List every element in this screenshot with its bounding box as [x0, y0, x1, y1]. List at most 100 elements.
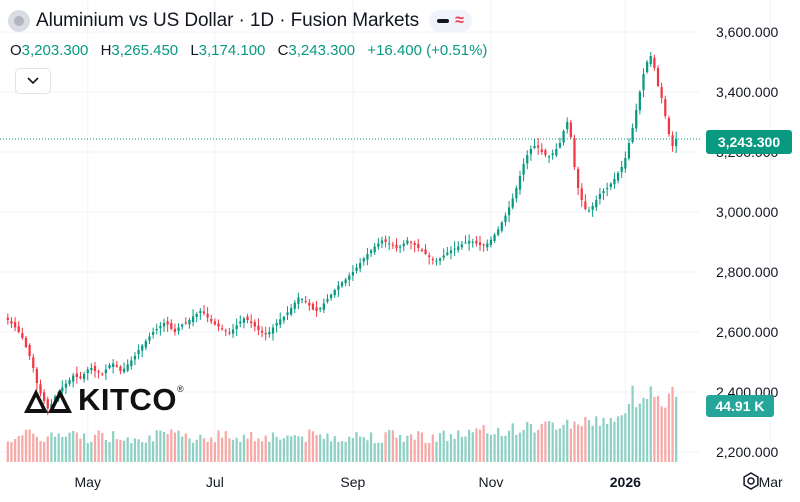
candle-body — [268, 332, 271, 335]
candle-body — [598, 194, 602, 199]
candle-body — [122, 368, 126, 372]
candle-body — [595, 200, 598, 208]
candle-body — [493, 234, 496, 242]
volume-bar — [602, 417, 605, 462]
candle-body — [224, 330, 227, 332]
candle-body — [308, 302, 311, 306]
volume-bar — [522, 429, 525, 462]
collapse-legend-button[interactable] — [15, 68, 51, 94]
volume-bar — [420, 432, 424, 462]
volume-bar — [667, 393, 671, 462]
candle-body — [322, 303, 325, 310]
candle-body — [664, 99, 667, 116]
candle-body — [75, 373, 78, 377]
candle-body — [257, 325, 260, 331]
candle-body — [482, 244, 485, 246]
candle-body — [199, 311, 202, 313]
candle-body — [144, 341, 147, 348]
volume-bar — [61, 436, 64, 462]
registered-mark: ® — [176, 384, 184, 394]
volume-bar — [540, 423, 543, 462]
volume-bar — [17, 436, 20, 462]
volume-bar — [642, 397, 645, 462]
candle-body — [17, 326, 20, 332]
x-axis: May Jul Sep Nov 2026 Mar — [75, 474, 784, 490]
candle-body — [373, 246, 376, 253]
candle-body — [108, 365, 111, 369]
candle-body — [406, 240, 409, 244]
volume-bar — [533, 432, 536, 462]
volume-bar — [511, 423, 514, 462]
volume-bar — [638, 403, 641, 462]
volume-bar — [547, 420, 551, 462]
volume-bar — [359, 436, 362, 462]
high-label: H — [100, 42, 112, 59]
candle-body — [460, 244, 463, 248]
kitco-logo-icon — [24, 389, 72, 413]
volume-bar — [68, 432, 71, 462]
volume-bars — [6, 385, 678, 462]
chart-title: Aluminium vs US Dollar · 1D · Fusion Mar… — [36, 10, 420, 31]
volume-bar — [598, 425, 602, 462]
volume-bar — [566, 419, 569, 462]
candle-body — [246, 316, 249, 320]
symbol-icon[interactable] — [8, 10, 30, 32]
volume-bar — [246, 438, 249, 462]
volume-bar — [500, 435, 503, 462]
candle-body — [675, 139, 678, 147]
candle-body — [148, 336, 151, 341]
candle-body — [359, 263, 362, 269]
gear-icon — [743, 472, 759, 490]
dash-icon[interactable] — [437, 19, 450, 23]
candle-body — [250, 321, 253, 323]
close-value: 3,243.300 — [288, 42, 356, 59]
candle-body — [300, 299, 304, 300]
volume-bar — [202, 438, 206, 462]
volume-bar — [457, 430, 460, 462]
volume-bar — [489, 434, 493, 462]
candle-body — [115, 364, 118, 367]
indicator-toggle-pill[interactable]: ≈ — [429, 10, 472, 32]
volume-bar — [424, 442, 427, 462]
volume-bar — [72, 430, 75, 462]
volume-bar — [79, 438, 82, 462]
candle-body — [420, 249, 424, 251]
candle-body — [337, 285, 340, 290]
candle-body — [206, 313, 209, 318]
candle-body — [631, 128, 634, 143]
volume-bar — [373, 443, 376, 462]
volume-bar — [580, 426, 583, 462]
candle-body — [90, 368, 93, 371]
volume-bar — [155, 430, 158, 462]
wave-icon[interactable]: ≈ — [455, 12, 464, 29]
volume-bar — [435, 441, 438, 462]
settings-button[interactable] — [740, 470, 762, 492]
candle-body — [221, 328, 224, 330]
volume-bar — [268, 441, 271, 462]
volume-bar — [384, 432, 387, 462]
candle-body — [533, 146, 536, 149]
candle-body — [344, 279, 347, 284]
candle-body — [235, 325, 238, 330]
x-tick-label: 2026 — [610, 474, 641, 490]
candle-body — [32, 357, 35, 368]
volume-bar — [558, 428, 562, 462]
volume-bar — [308, 429, 311, 462]
volume-bar — [130, 443, 133, 462]
volume-bar — [529, 423, 533, 462]
candle-body — [213, 321, 216, 325]
volume-bar — [24, 429, 28, 462]
candle-body — [413, 243, 416, 245]
volume-bar — [231, 439, 235, 462]
candle-body — [104, 369, 108, 374]
volume-bar — [653, 396, 656, 462]
volume-bar — [282, 438, 286, 462]
candle-body — [642, 74, 645, 91]
candle-body — [86, 369, 89, 374]
volume-bar — [555, 429, 558, 462]
x-tick-label: Nov — [478, 474, 503, 490]
candle-body — [671, 135, 674, 146]
candle-body — [93, 365, 97, 371]
candle-body — [130, 360, 133, 367]
